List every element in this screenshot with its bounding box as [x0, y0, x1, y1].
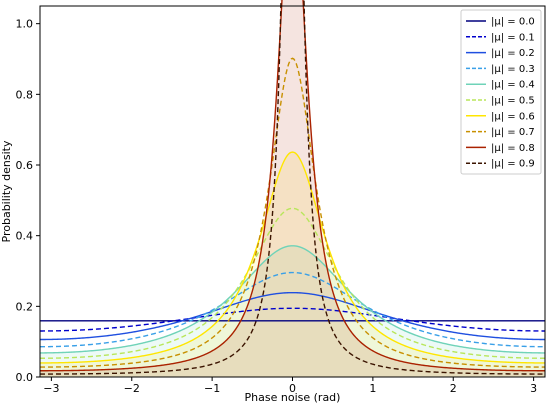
x-tick-label: −3 [43, 382, 59, 395]
series-line-9 [40, 0, 545, 375]
x-tick-label: −2 [124, 382, 140, 395]
series-line-7 [40, 57, 545, 368]
x-axis-label: Phase noise (rad) [245, 391, 341, 404]
x-axis-ticks: −3 −2 −1 0 1 2 3 [43, 377, 537, 395]
series-line-2 [40, 291, 545, 341]
series-fill-4 [40, 245, 545, 377]
series-fill-6 [40, 152, 545, 377]
legend-entry-label: |μ| = 0.6 [491, 111, 535, 122]
legend: |μ| = 0.0 |μ| = 0.1 |μ| = 0.2 |μ| = 0.3 |μ| … [460, 9, 542, 175]
y-tick-label: 0.4 [16, 230, 34, 243]
x-tick-label: −1 [204, 382, 220, 395]
series-line-1 [40, 307, 545, 332]
y-axis-label: Probability density [0, 140, 13, 242]
series-line-8 [40, 0, 545, 372]
legend-entry-label: |μ| = 0.9 [491, 159, 535, 170]
legend-entry-label: |μ| = 0.2 [491, 48, 535, 59]
y-tick-label: 1.0 [16, 18, 34, 31]
series-fills [40, 0, 545, 377]
legend-entry-label: |μ| = 0.5 [491, 96, 535, 107]
legend-entry-label: |μ| = 0.1 [491, 32, 535, 43]
series-line-6 [40, 151, 545, 364]
legend-entry-label: |μ| = 0.3 [491, 64, 535, 75]
y-tick-label: 0.0 [16, 371, 34, 384]
y-tick-label: 0.6 [16, 159, 34, 172]
x-tick-label: 0 [289, 382, 296, 395]
legend-entry-label: |μ| = 0.8 [491, 143, 535, 154]
x-tick-label: 2 [450, 382, 457, 395]
legend-entry-label: |μ| = 0.0 [491, 17, 535, 28]
y-tick-label: 0.2 [16, 300, 34, 313]
y-axis-ticks: 0.0 0.2 0.4 0.6 0.8 1.0 [16, 18, 40, 384]
series-line-4 [40, 245, 545, 354]
legend-box [460, 9, 542, 175]
x-tick-label: 3 [530, 382, 537, 395]
series-line-5 [39, 207, 546, 359]
x-tick-label: 1 [369, 382, 376, 395]
y-tick-label: 0.8 [16, 88, 34, 101]
legend-entry-label: |μ| = 0.4 [491, 80, 535, 91]
legend-entry-label: |μ| = 0.7 [491, 127, 535, 138]
series-lines [39, 0, 546, 375]
series-line-3 [40, 271, 545, 348]
series-fill-8 [40, 0, 545, 377]
